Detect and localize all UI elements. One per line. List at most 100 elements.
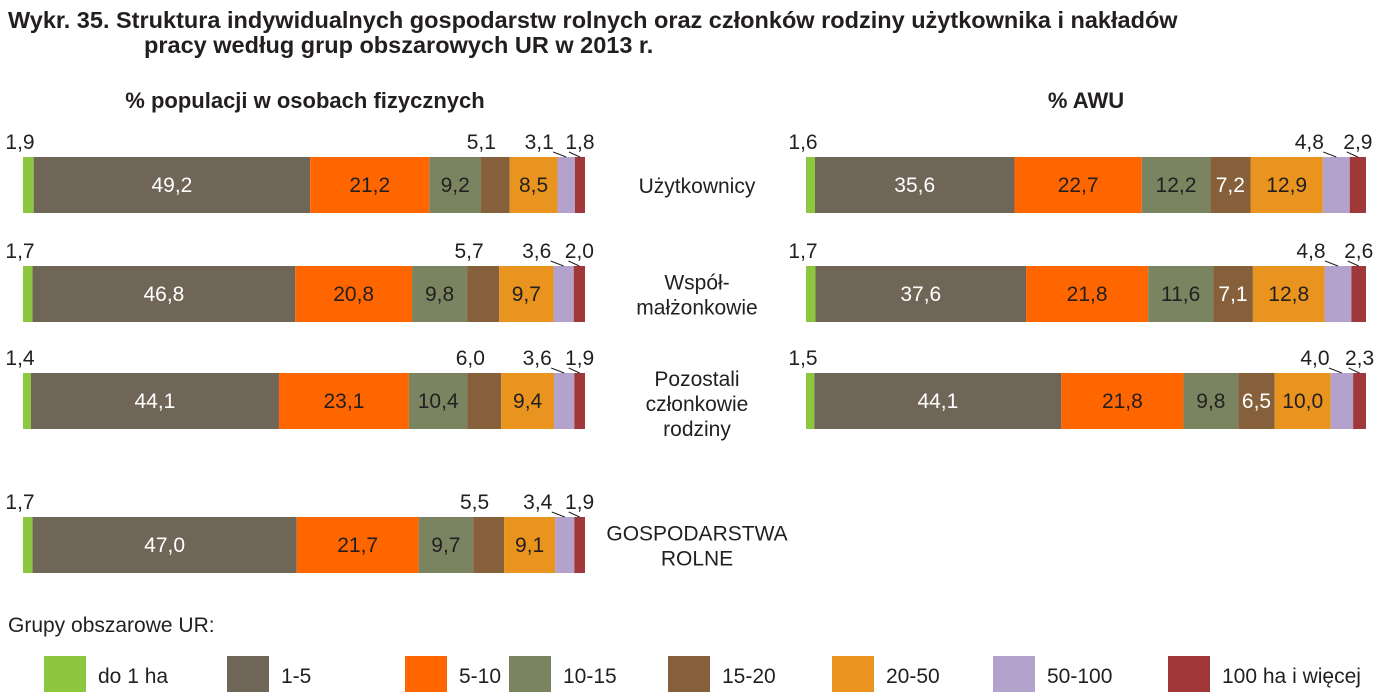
category-label: małżonkowie: [636, 297, 757, 320]
bar-segment: [1213, 266, 1253, 322]
data-label: 22,7: [1058, 174, 1099, 197]
bar-segment: [574, 517, 585, 573]
panel-title: % populacji w osobach fizycznych: [125, 88, 484, 113]
legend-label: 20-50: [886, 665, 940, 688]
legend-label: 15-20: [722, 665, 776, 688]
data-label: 2,0: [565, 240, 594, 263]
panel-title: % AWU: [1048, 88, 1124, 113]
leader-line: [1347, 260, 1359, 267]
data-label: 1,9: [5, 131, 34, 154]
data-label: 23,1: [324, 390, 365, 413]
bar-segment: [1274, 373, 1331, 429]
bar-segment: [30, 373, 279, 429]
data-label: 21,8: [1102, 390, 1143, 413]
data-label: 5,5: [460, 491, 489, 514]
data-label: 44,1: [917, 390, 958, 413]
leader-line: [568, 367, 580, 374]
bar-segment: [1330, 373, 1354, 429]
data-label: 21,2: [349, 174, 390, 197]
leader-line: [1346, 151, 1359, 158]
category-label: Pozostali: [654, 368, 739, 391]
bar-segment: [23, 517, 33, 573]
bar-segment: [408, 373, 468, 429]
bar-segment: [1324, 266, 1352, 322]
data-label: 8,5: [519, 174, 548, 197]
legend-swatch: [668, 656, 710, 692]
data-label: 1,5: [788, 347, 817, 370]
legend-swatch: [44, 656, 86, 692]
data-label: 35,6: [894, 174, 935, 197]
bar-segment: [1183, 373, 1239, 429]
bar-segment: [806, 266, 816, 322]
bar-segment: [1014, 157, 1142, 213]
bar-segment: [295, 266, 413, 322]
category-label: Współ-: [664, 272, 729, 295]
bar-segment: [1322, 157, 1350, 213]
bar-segment: [32, 266, 296, 322]
bar-segment: [418, 517, 474, 573]
bar-segment: [23, 157, 34, 213]
leader-line: [568, 151, 581, 158]
data-label: 5,7: [454, 240, 483, 263]
legend-label: 100 ha i więcej: [1222, 665, 1361, 688]
bar-segment: [1252, 266, 1325, 322]
bar-segment: [1061, 373, 1184, 429]
bar-segment: [814, 373, 1062, 429]
legend-swatch: [227, 656, 269, 692]
leader-line: [568, 260, 580, 267]
bar-segment: [501, 373, 555, 429]
data-label: 46,8: [143, 283, 184, 306]
leader-line: [1323, 151, 1337, 158]
bar-segment: [806, 157, 815, 213]
bar-segment: [1353, 373, 1366, 429]
data-label: 44,1: [134, 390, 175, 413]
data-label: 20,8: [333, 283, 374, 306]
legend-label: 5-10: [459, 665, 501, 688]
leader-line: [550, 260, 564, 267]
bar-segment: [32, 517, 297, 573]
data-label: 4,8: [1296, 240, 1325, 263]
legend-label: do 1 ha: [98, 665, 168, 688]
leader-line: [551, 511, 565, 518]
data-label: 9,8: [425, 283, 454, 306]
bar-segment: [296, 517, 419, 573]
data-label: 2,9: [1343, 131, 1372, 154]
leader-line: [1348, 367, 1360, 374]
bar-segment: [1148, 266, 1214, 322]
data-label: 1,8: [565, 131, 594, 154]
leader-line: [552, 151, 567, 158]
bar-segment: [814, 157, 1015, 213]
leader-line: [551, 367, 565, 374]
bar-segment: [1250, 157, 1323, 213]
data-label: 6,0: [456, 347, 485, 370]
data-label: 7,2: [1216, 174, 1245, 197]
bar-segment: [555, 517, 575, 573]
data-label: 1,9: [565, 491, 594, 514]
legend-swatch: [832, 656, 874, 692]
data-label: 1,4: [5, 347, 35, 370]
data-label: 21,7: [337, 534, 378, 557]
data-label: 1,7: [5, 240, 34, 263]
data-label: 3,6: [522, 240, 551, 263]
data-label: 2,3: [1345, 347, 1374, 370]
data-label: 9,8: [1196, 390, 1225, 413]
legend-item: 50-100: [993, 656, 1112, 692]
data-label: 3,1: [525, 131, 554, 154]
chart-title-line-1: Wykr. 35. Struktura indywidualnych gospo…: [8, 7, 1178, 33]
bar-segment: [23, 266, 33, 322]
bar-segment: [504, 517, 556, 573]
data-label: 9,4: [513, 390, 543, 413]
data-label: 11,6: [1161, 283, 1200, 306]
data-label: 2,6: [1344, 240, 1373, 263]
bar-segment: [499, 266, 554, 322]
bar-segment: [1210, 157, 1251, 213]
leader-line: [1324, 260, 1339, 267]
data-label: 1,9: [565, 347, 594, 370]
data-label: 9,7: [512, 283, 541, 306]
bar-segment: [553, 266, 574, 322]
bar-segment: [1351, 266, 1366, 322]
bar-segment: [23, 373, 31, 429]
bar-segment: [33, 157, 311, 213]
category-label: członkowie: [646, 393, 749, 416]
